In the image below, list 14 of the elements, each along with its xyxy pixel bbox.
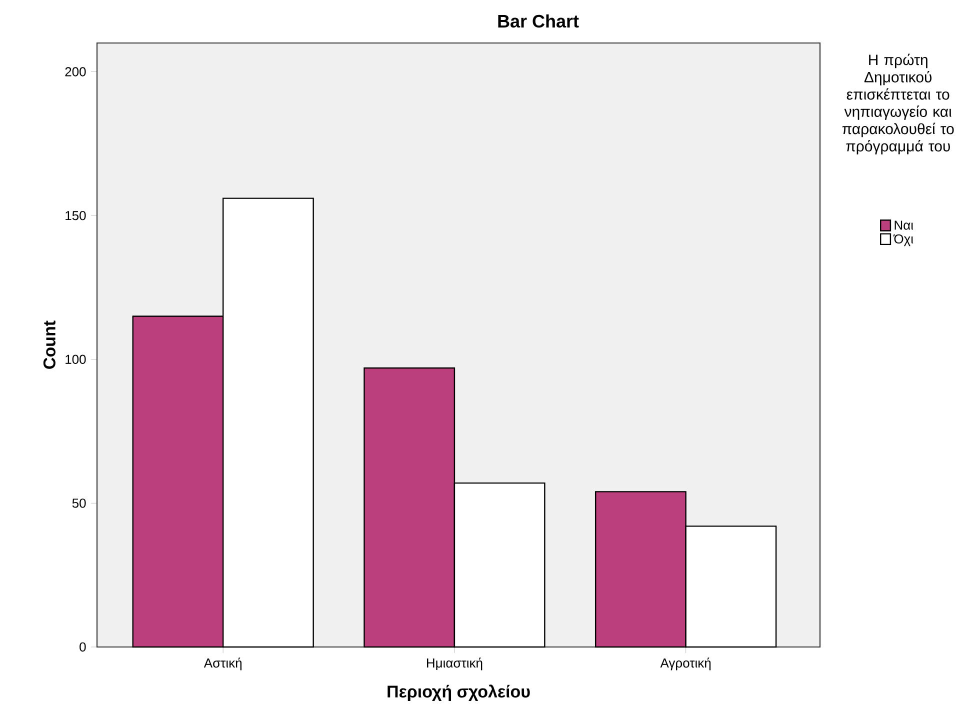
y-tick-label: 150 — [66, 210, 86, 220]
x-tick-label: Αγροτική — [660, 658, 711, 670]
y-tick-label: 50 — [72, 498, 86, 508]
legend-label: Ναι — [894, 220, 914, 230]
x-tick-label: Ημιαστική — [426, 658, 482, 670]
x-axis-title: Περιοχή σχολείου — [388, 684, 530, 701]
y-tick-label: 100 — [66, 354, 86, 364]
y-axis-title: Count — [43, 320, 56, 369]
chart-title: Bar Chart — [498, 14, 579, 28]
y-tick-label: 0 — [80, 642, 86, 652]
legend-title: Η πρώτη Δημοτικού επισκέπτεται το νηπιαγωγείο και παρακολουθεί το πρόγραμμά του — [842, 54, 954, 154]
legend-label: Όχι — [893, 234, 914, 246]
x-tick-label: Αστική — [204, 658, 242, 670]
y-tick-label: 200 — [65, 67, 86, 76]
